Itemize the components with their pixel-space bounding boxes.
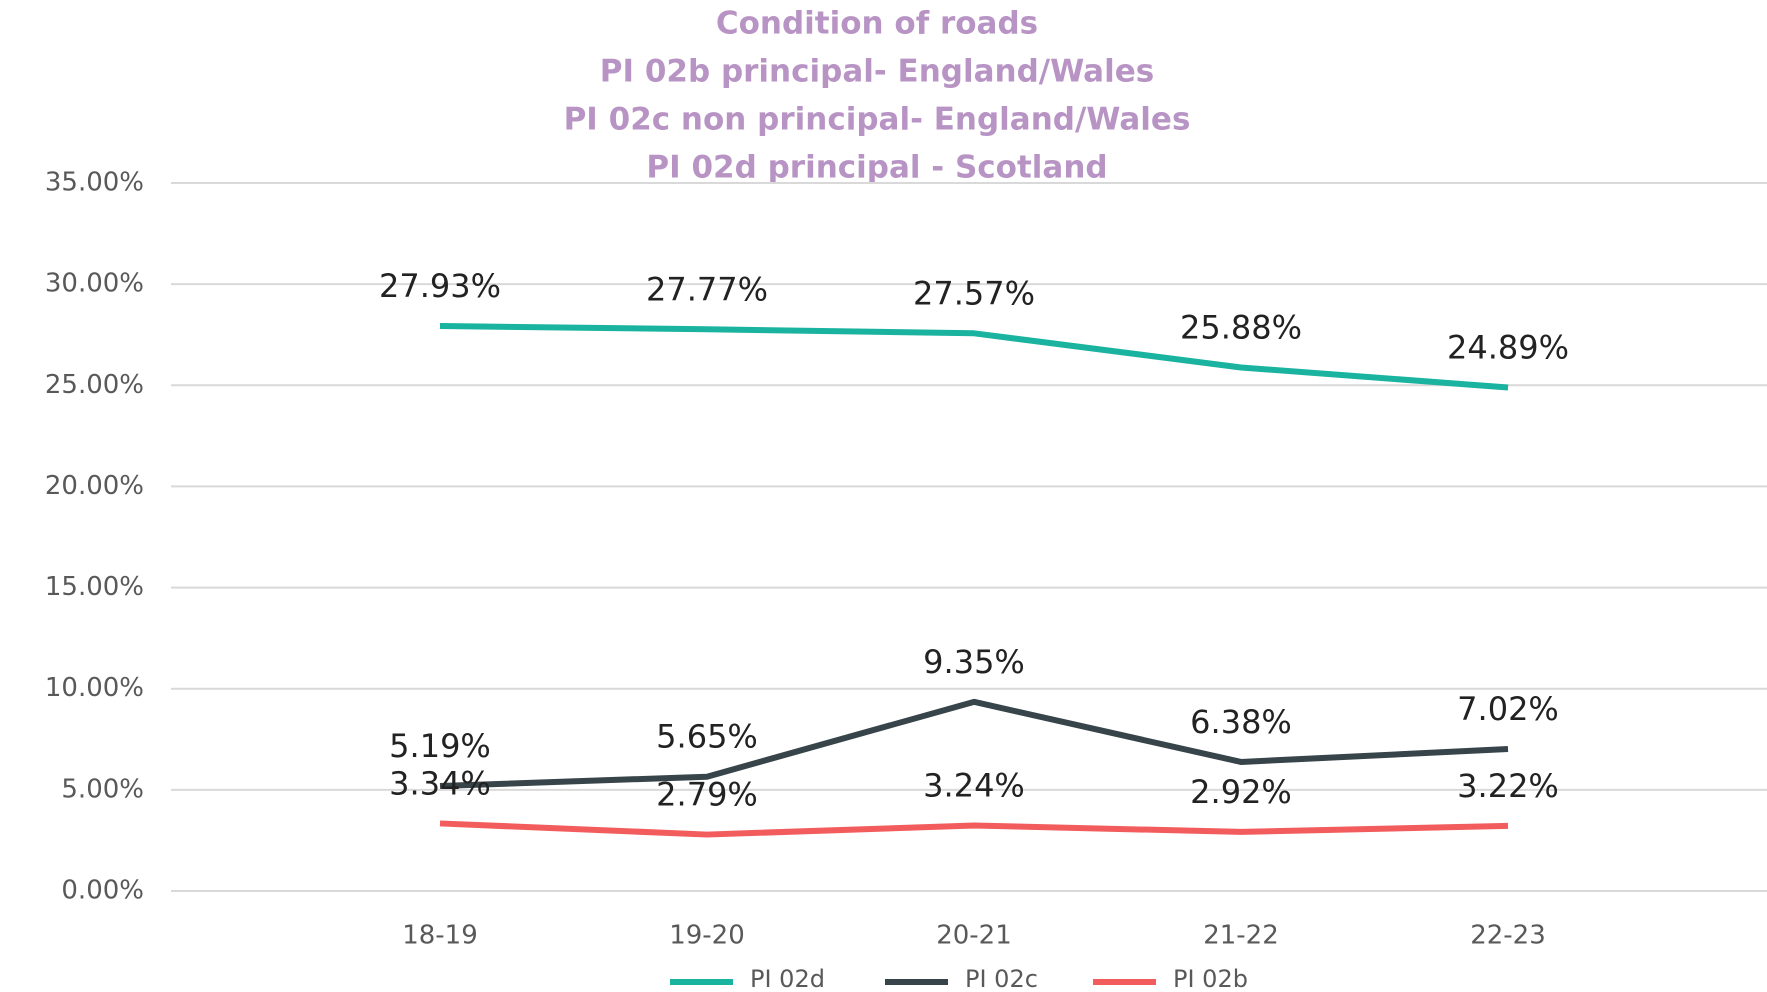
data-label: 25.88% [1180,308,1302,346]
x-tick-label: 18-19 [402,921,478,951]
chart-title: Condition of roads [716,6,1038,42]
legend-label: PI 02d [750,965,825,992]
data-label: 2.79% [656,776,758,814]
y-tick-label: 35.00% [45,168,144,198]
data-label: 2.92% [1190,773,1292,811]
data-label: 24.89% [1447,329,1569,367]
x-tick-label: 21-22 [1203,921,1279,951]
y-tick-label: 5.00% [61,774,144,804]
x-tick-label: 22-23 [1470,921,1546,951]
data-label: 6.38% [1190,703,1292,741]
y-tick-label: 20.00% [45,471,144,501]
data-label: 3.34% [389,764,491,802]
x-tick-label: 20-21 [936,921,1012,951]
y-tick-label: 30.00% [45,269,144,299]
y-tick-label: 25.00% [45,370,144,400]
data-label: 5.19% [389,727,491,765]
series-line [439,323,1509,391]
data-label: 27.77% [646,270,768,308]
data-label: 7.02% [1457,690,1559,728]
chart-title: PI 02c non principal- England/Wales [564,102,1191,138]
data-label: 27.93% [379,267,501,305]
data-label: 27.57% [913,274,1035,312]
legend-label: PI 02b [1173,965,1248,992]
data-label: 9.35% [923,643,1025,681]
y-tick-label: 15.00% [45,572,144,602]
data-label: 5.65% [656,718,758,756]
series-line [439,698,1509,790]
data-label: 3.24% [923,766,1025,804]
chart-title: PI 02d principal - Scotland [646,150,1107,186]
series-line [439,820,1509,838]
chart-title: PI 02b principal- England/Wales [600,54,1154,90]
data-label: 3.22% [1457,767,1559,805]
legend-label: PI 02c [965,965,1038,992]
y-tick-label: 0.00% [61,876,144,906]
x-tick-label: 19-20 [669,921,745,951]
y-tick-label: 10.00% [45,673,144,703]
